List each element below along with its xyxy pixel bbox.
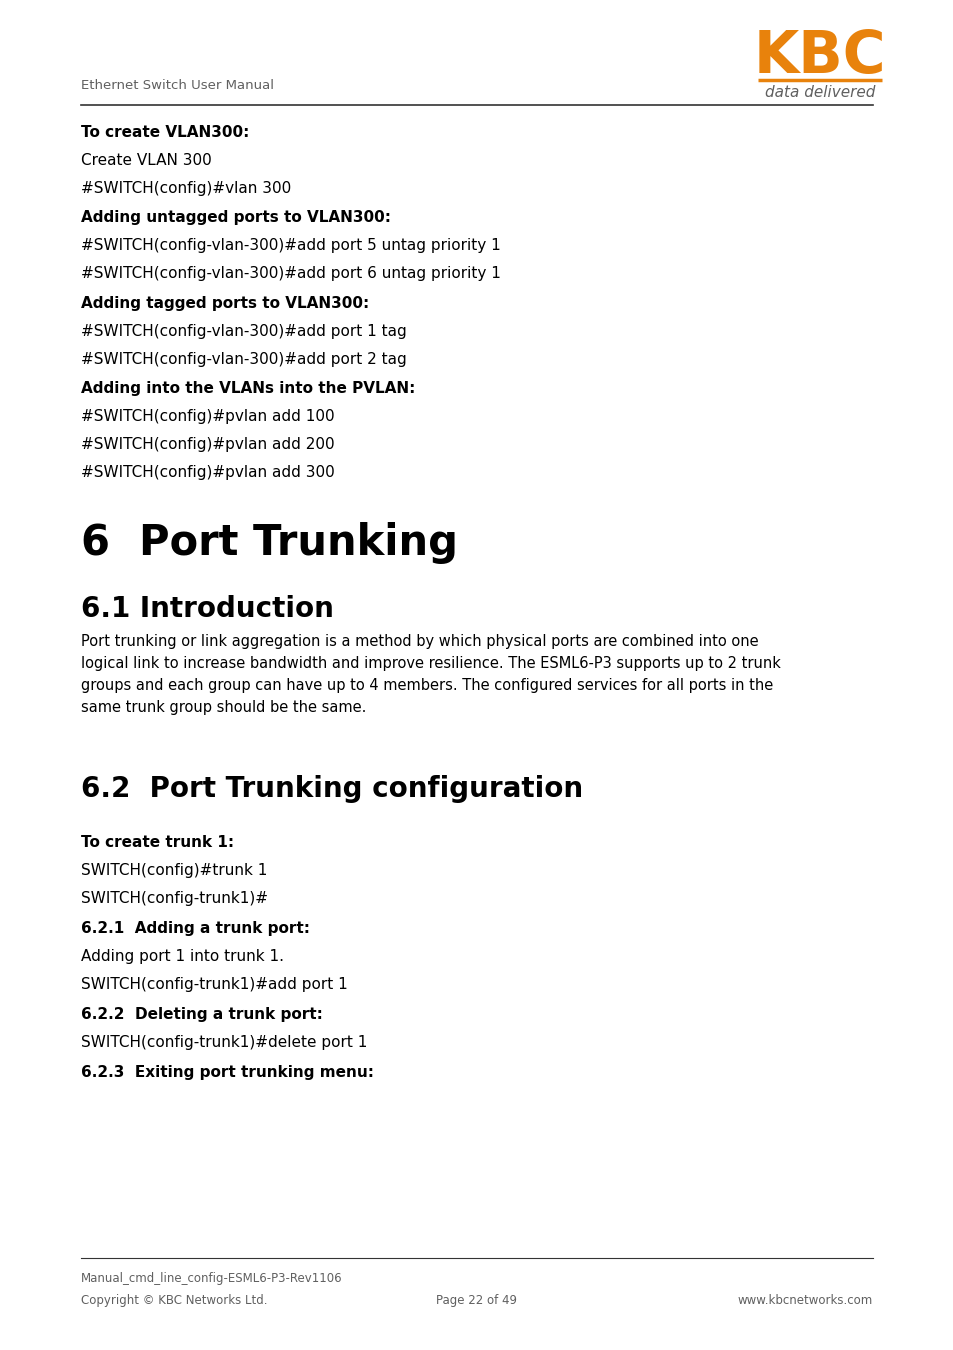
Text: 6  Port Trunking: 6 Port Trunking xyxy=(81,522,457,564)
Text: #SWITCH(config)#pvlan add 300: #SWITCH(config)#pvlan add 300 xyxy=(81,464,335,481)
Text: #SWITCH(config)#pvlan add 100: #SWITCH(config)#pvlan add 100 xyxy=(81,409,335,424)
Text: logical link to increase bandwidth and improve resilience. The ESML6-P3 supports: logical link to increase bandwidth and i… xyxy=(81,656,781,671)
Text: www.kbcnetworks.com: www.kbcnetworks.com xyxy=(737,1295,872,1307)
Text: Adding tagged ports to VLAN300:: Adding tagged ports to VLAN300: xyxy=(81,296,369,310)
Text: Page 22 of 49: Page 22 of 49 xyxy=(436,1295,517,1307)
Text: KBC: KBC xyxy=(753,28,885,85)
Text: SWITCH(config-trunk1)#delete port 1: SWITCH(config-trunk1)#delete port 1 xyxy=(81,1035,367,1050)
Text: #SWITCH(config)#pvlan add 200: #SWITCH(config)#pvlan add 200 xyxy=(81,437,335,452)
Text: #SWITCH(config-vlan-300)#add port 1 tag: #SWITCH(config-vlan-300)#add port 1 tag xyxy=(81,324,406,339)
Text: To create VLAN300:: To create VLAN300: xyxy=(81,126,249,140)
Text: SWITCH(config-trunk1)#add port 1: SWITCH(config-trunk1)#add port 1 xyxy=(81,977,348,992)
Text: groups and each group can have up to 4 members. The configured services for all : groups and each group can have up to 4 m… xyxy=(81,678,773,693)
Text: 6.2  Port Trunking configuration: 6.2 Port Trunking configuration xyxy=(81,775,582,803)
Text: #SWITCH(config)#vlan 300: #SWITCH(config)#vlan 300 xyxy=(81,181,291,196)
Text: #SWITCH(config-vlan-300)#add port 2 tag: #SWITCH(config-vlan-300)#add port 2 tag xyxy=(81,352,406,367)
Text: data delivered: data delivered xyxy=(764,85,874,100)
Text: #SWITCH(config-vlan-300)#add port 6 untag priority 1: #SWITCH(config-vlan-300)#add port 6 unta… xyxy=(81,266,500,281)
Text: same trunk group should be the same.: same trunk group should be the same. xyxy=(81,701,366,716)
Text: Port trunking or link aggregation is a method by which physical ports are combin: Port trunking or link aggregation is a m… xyxy=(81,634,758,649)
Text: Manual_cmd_line_config-ESML6-P3-Rev1106: Manual_cmd_line_config-ESML6-P3-Rev1106 xyxy=(81,1272,342,1285)
Text: Ethernet Switch User Manual: Ethernet Switch User Manual xyxy=(81,80,274,92)
Text: #SWITCH(config-vlan-300)#add port 5 untag priority 1: #SWITCH(config-vlan-300)#add port 5 unta… xyxy=(81,238,500,252)
Text: Create VLAN 300: Create VLAN 300 xyxy=(81,153,212,167)
Text: SWITCH(config)#trunk 1: SWITCH(config)#trunk 1 xyxy=(81,863,267,878)
Text: Adding port 1 into trunk 1.: Adding port 1 into trunk 1. xyxy=(81,949,284,964)
Text: 6.2.1  Adding a trunk port:: 6.2.1 Adding a trunk port: xyxy=(81,921,310,936)
Text: SWITCH(config-trunk1)#: SWITCH(config-trunk1)# xyxy=(81,891,268,906)
Text: Adding untagged ports to VLAN300:: Adding untagged ports to VLAN300: xyxy=(81,211,391,225)
Text: 6.2.3  Exiting port trunking menu:: 6.2.3 Exiting port trunking menu: xyxy=(81,1065,374,1080)
Text: 6.1 Introduction: 6.1 Introduction xyxy=(81,595,334,622)
Text: 6.2.2  Deleting a trunk port:: 6.2.2 Deleting a trunk port: xyxy=(81,1007,322,1022)
Text: Copyright © KBC Networks Ltd.: Copyright © KBC Networks Ltd. xyxy=(81,1295,267,1307)
Text: To create trunk 1:: To create trunk 1: xyxy=(81,836,233,850)
Text: Adding into the VLANs into the PVLAN:: Adding into the VLANs into the PVLAN: xyxy=(81,381,415,396)
